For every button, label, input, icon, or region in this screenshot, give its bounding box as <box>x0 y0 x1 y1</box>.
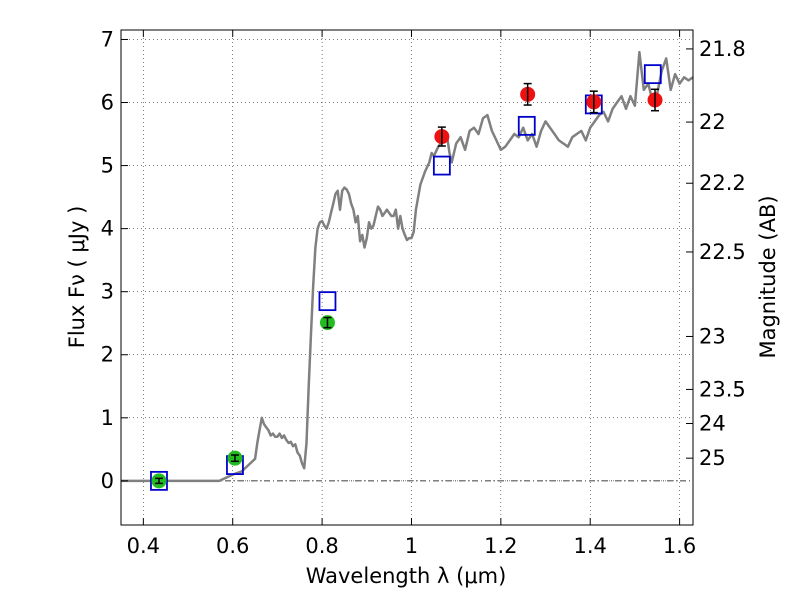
x-tick-label: 1.6 <box>663 534 696 558</box>
right-tick-label: 22.5 <box>699 240 746 264</box>
y-tick-label: 0 <box>101 469 114 493</box>
y-tick-label: 3 <box>101 280 114 304</box>
y-tick-label: 5 <box>101 154 114 178</box>
x-tick-label: 1.2 <box>484 534 517 558</box>
marker-layer <box>150 64 663 491</box>
right-tick-label: 21.8 <box>699 37 746 61</box>
model-band-square <box>517 115 536 136</box>
model-band-square <box>432 155 451 176</box>
y-axis-label: Flux Fν ( μJy ) <box>65 206 89 349</box>
right-tick-label: 22.2 <box>699 171 746 195</box>
model-band-square <box>150 470 168 491</box>
y-tick-label: 6 <box>101 91 114 115</box>
x-tick-label: 1 <box>405 534 418 558</box>
model-band-square <box>318 291 337 312</box>
x-tick-label: 0.6 <box>216 534 249 558</box>
spectrum-line <box>121 50 694 483</box>
plot-frame <box>120 29 694 526</box>
spectrum-layer <box>121 50 694 483</box>
grid <box>121 30 693 525</box>
x-tick-label: 0.4 <box>127 534 160 558</box>
y-tick-label: 1 <box>101 406 114 430</box>
x-axis-label: Wavelength λ (μm) <box>306 564 507 588</box>
y-tick-label: 2 <box>101 343 114 367</box>
y-tick-label: 4 <box>101 217 114 241</box>
right-tick-label: 24 <box>699 411 726 435</box>
right-tick-label: 22 <box>699 110 726 134</box>
x-tick-label: 0.8 <box>305 534 338 558</box>
right-tick-label: 23.5 <box>699 377 746 401</box>
right-tick-label: 23 <box>699 324 726 348</box>
x-tick-label: 1.4 <box>574 534 607 558</box>
y-tick-label: 7 <box>101 27 114 51</box>
right-tick-label: 25 <box>699 446 726 470</box>
model-band-square <box>643 64 662 85</box>
right-axis-label: Magnitude (AB) <box>756 195 780 358</box>
